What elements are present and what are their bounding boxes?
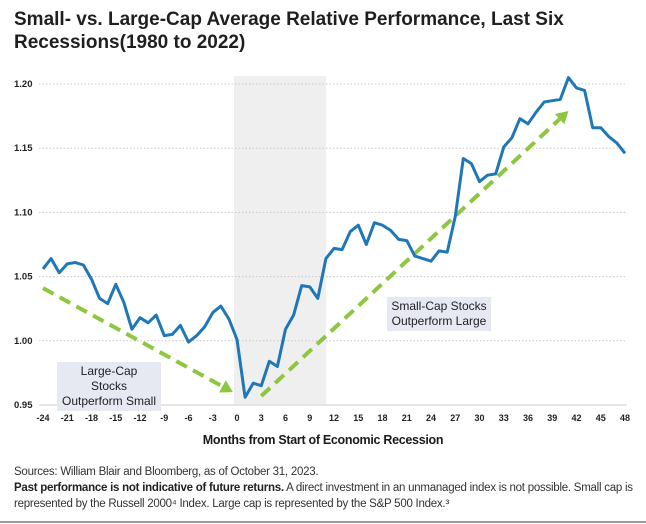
x-tick-label: 48 (620, 413, 630, 423)
x-tick-label: 24 (426, 413, 436, 423)
arrowhead-icon (219, 380, 233, 393)
x-tick-label: -3 (209, 413, 217, 423)
annotation-large-cap: Large-Cap Stocks Outperform Small (57, 362, 161, 411)
x-tick-label: -9 (160, 413, 168, 423)
trend-arrow-line (42, 286, 224, 389)
annotation-small-cap: Small-Cap Stocks Outperform Large (387, 297, 491, 331)
x-tick-label: 27 (450, 413, 460, 423)
x-tick-label: 6 (283, 413, 288, 423)
x-axis-label: Months from Start of Economic Recession (202, 433, 444, 447)
y-tick-label: 1.20 (14, 79, 33, 90)
chart-title: Small- vs. Large-Cap Average Relative Pe… (14, 9, 564, 53)
x-tick-label: -15 (109, 413, 122, 423)
annotation-line: Large-Cap Stocks (80, 364, 138, 393)
x-tick-label: 45 (596, 413, 606, 423)
y-tick-label: 1.10 (14, 207, 33, 218)
trend-arrow-line (259, 117, 561, 398)
x-tick-label: -18 (85, 413, 98, 423)
disclaimer-bold: Past performance is not indicative of fu… (14, 482, 284, 494)
x-tick-label: 36 (523, 413, 533, 423)
y-tick-label: 0.95 (14, 400, 33, 411)
x-tick-label: 30 (474, 413, 484, 423)
x-tick-label: -12 (133, 413, 146, 423)
disclaimer-text: A direct investment in an unmanaged inde… (14, 482, 633, 510)
sources-note: Sources: William Blair and Bloomberg, as… (14, 466, 319, 478)
annotation-line: Outperform Large (391, 314, 487, 328)
x-tick-label: 42 (571, 413, 581, 423)
bottom-divider (0, 521, 646, 523)
x-tick-label: 39 (547, 413, 557, 423)
x-tick-label: 12 (329, 413, 339, 423)
y-tick-label: 1.00 (14, 336, 33, 347)
annotation-line: Small-Cap Stocks (391, 299, 487, 313)
x-tick-label: 3 (259, 413, 264, 423)
x-tick-label: -6 (184, 413, 192, 423)
relative-performance-line (41, 76, 627, 399)
x-tick-label: 15 (353, 413, 363, 423)
x-tick-label: 9 (307, 413, 312, 423)
disclaimer: Past performance is not indicative of fu… (14, 480, 639, 512)
y-tick-label: 1.15 (14, 143, 33, 154)
x-tick-label: -24 (36, 413, 49, 423)
arrowhead-icon (554, 110, 569, 125)
x-tick-label: -21 (61, 413, 74, 423)
x-tick-label: 18 (377, 413, 387, 423)
footer: Sources: William Blair and Bloomberg, as… (14, 464, 639, 512)
x-tick-label: 33 (499, 413, 509, 423)
x-tick-label: 21 (402, 413, 412, 423)
y-tick-label: 1.05 (14, 272, 33, 283)
x-tick-label: 0 (234, 413, 239, 423)
annotation-line: Outperform Small (61, 394, 157, 408)
